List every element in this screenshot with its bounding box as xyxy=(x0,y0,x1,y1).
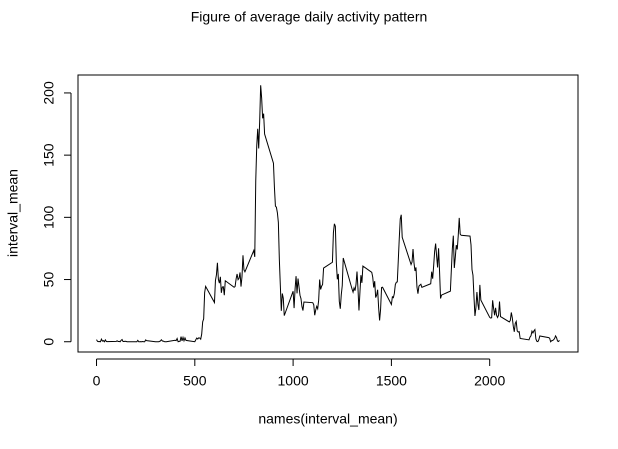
y-axis-label: interval_mean xyxy=(5,169,21,257)
chart-title: Figure of average daily activity pattern xyxy=(191,9,428,25)
y-tick-label: 200 xyxy=(41,81,57,105)
x-tick-label: 1000 xyxy=(278,373,309,389)
x-tick-label: 1500 xyxy=(376,373,407,389)
y-tick-label: 150 xyxy=(41,143,57,167)
x-tick-label: 0 xyxy=(93,373,101,389)
y-tick-label: 0 xyxy=(41,338,57,346)
data-line xyxy=(96,85,560,343)
y-tick-label: 50 xyxy=(41,272,57,288)
x-axis-label: names(interval_mean) xyxy=(258,411,397,427)
x-tick-label: 2000 xyxy=(474,373,505,389)
plot-box xyxy=(77,74,579,353)
y-tick-label: 100 xyxy=(41,205,57,229)
x-tick-label: 500 xyxy=(183,373,207,389)
